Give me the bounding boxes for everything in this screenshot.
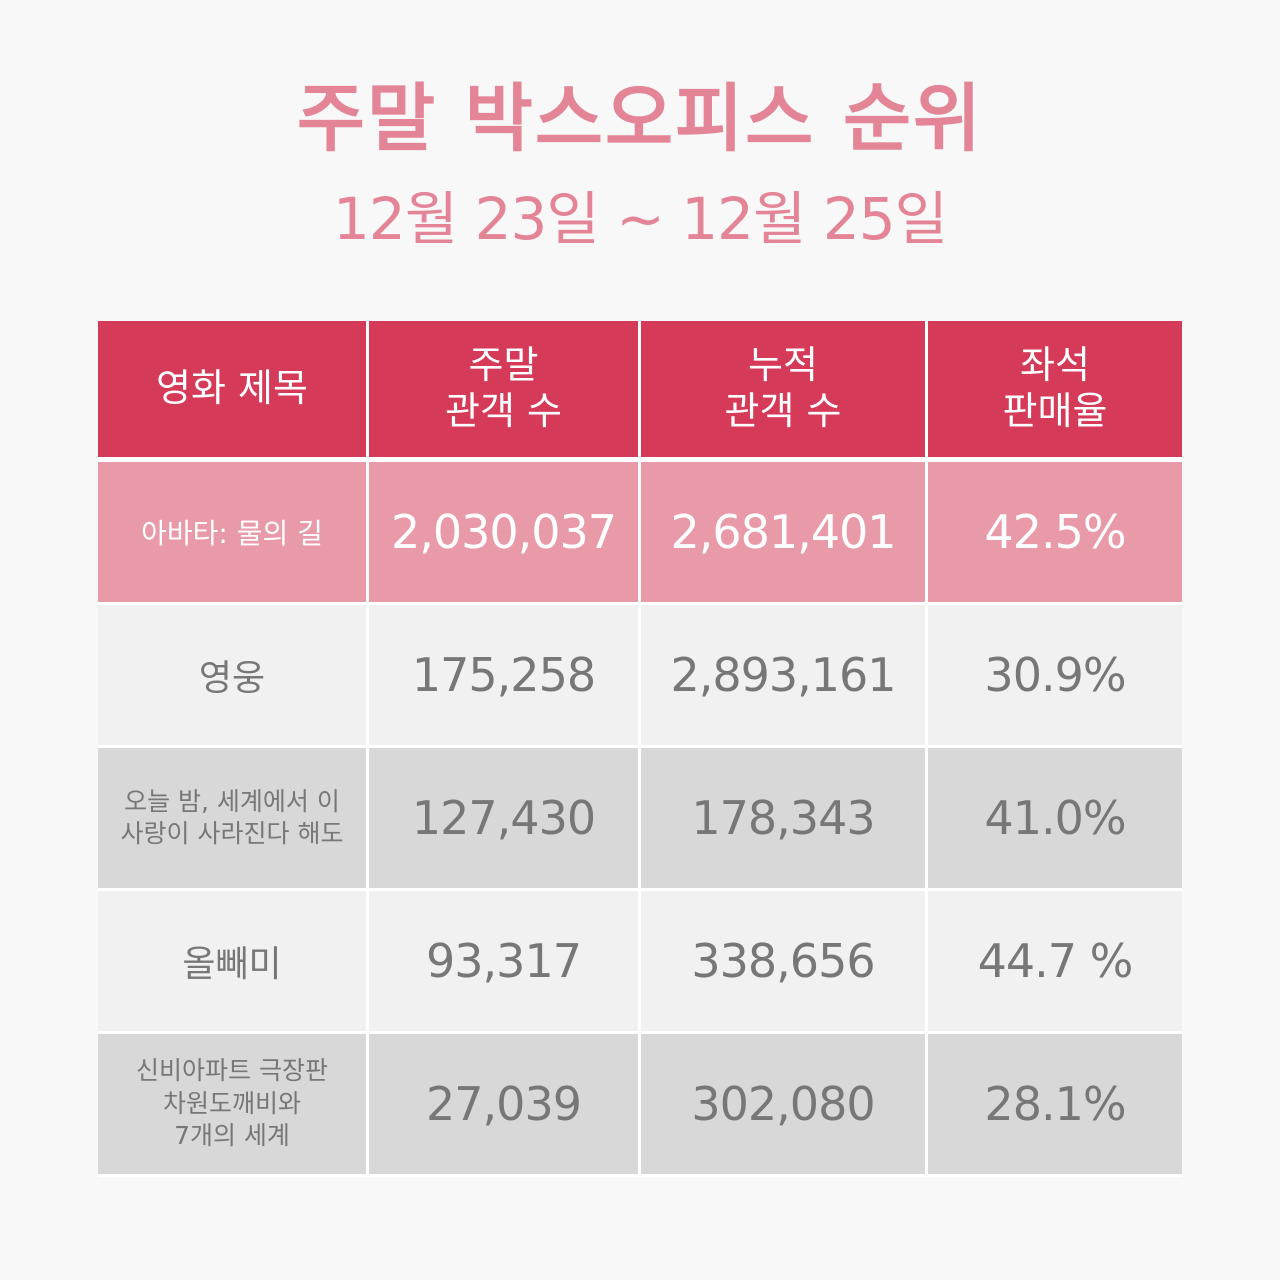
seat-rate-cell: 44.7 % <box>928 891 1182 1034</box>
header-label-line2: 관객 수 <box>445 389 562 433</box>
weekend-audience-cell: 27,039 <box>369 1034 641 1177</box>
table-row: 신비아파트 극장판 차원도깨비와 7개의 세계 27,039 302,080 2… <box>98 1034 1182 1177</box>
cumulative-audience-cell: 2,893,161 <box>641 605 928 748</box>
table-row: 오늘 밤, 세계에서 이 사랑이 사라진다 해도 127,430 178,343… <box>98 748 1182 891</box>
movie-title-cell: 영웅 <box>98 605 369 748</box>
seat-rate-cell: 30.9% <box>928 605 1182 748</box>
cumulative-audience-cell: 338,656 <box>641 891 928 1034</box>
box-office-table: 영화 제목 주말 관객 수 누적 관객 수 좌석 판매율 아바타: 물의 길 2… <box>98 321 1182 1177</box>
seat-rate-cell: 41.0% <box>928 748 1182 891</box>
movie-title-cell: 올빼미 <box>98 891 369 1034</box>
weekend-audience-cell: 93,317 <box>369 891 641 1034</box>
movie-title: 아바타: 물의 길 <box>141 517 323 550</box>
movie-title-line3: 7개의 세계 <box>174 1121 290 1151</box>
weekend-audience-cell: 127,430 <box>369 748 641 891</box>
table-row: 아바타: 물의 길 2,030,037 2,681,401 42.5% <box>98 462 1182 605</box>
movie-title-line2: 차원도깨비와 <box>162 1088 301 1118</box>
movie-title-cell: 아바타: 물의 길 <box>98 462 369 605</box>
seat-rate-cell: 42.5% <box>928 462 1182 605</box>
page-title: 주말 박스오피스 순위 <box>296 76 984 162</box>
header-weekend-audience: 주말 관객 수 <box>369 321 641 462</box>
header-cumulative-audience: 누적 관객 수 <box>641 321 928 462</box>
cumulative-audience-cell: 2,681,401 <box>641 462 928 605</box>
header-label-line1: 주말 <box>468 343 539 388</box>
header-label: 영화 제목 <box>156 366 308 411</box>
movie-title-cell: 오늘 밤, 세계에서 이 사랑이 사라진다 해도 <box>98 748 369 891</box>
weekend-audience-cell: 2,030,037 <box>369 462 641 605</box>
table-row: 올빼미 93,317 338,656 44.7 % <box>98 891 1182 1034</box>
cumulative-audience-cell: 178,343 <box>641 748 928 891</box>
date-range-subtitle: 12월 23일 ~ 12월 25일 <box>333 185 948 253</box>
table-header-row: 영화 제목 주말 관객 수 누적 관객 수 좌석 판매율 <box>98 321 1182 462</box>
movie-title: 올빼미 <box>182 944 282 985</box>
movie-title-cell: 신비아파트 극장판 차원도깨비와 7개의 세계 <box>98 1034 369 1177</box>
header-seat-sales-rate: 좌석 판매율 <box>928 321 1182 462</box>
header-label-line2: 판매율 <box>1002 389 1108 433</box>
weekend-audience-cell: 175,258 <box>369 605 641 748</box>
header-label-line1: 누적 <box>748 343 818 388</box>
movie-title: 영웅 <box>198 658 266 699</box>
movie-title-line1: 신비아파트 극장판 <box>136 1056 328 1086</box>
movie-title-line2: 사랑이 사라진다 해도 <box>120 819 344 848</box>
movie-title-line1: 오늘 밤, 세계에서 이 <box>124 786 340 816</box>
header-label-line2: 관객 수 <box>724 389 842 433</box>
seat-rate-cell: 28.1% <box>928 1034 1182 1177</box>
cumulative-audience-cell: 302,080 <box>641 1034 928 1177</box>
header-movie-title: 영화 제목 <box>98 321 369 462</box>
header-label-line1: 좌석 <box>1020 343 1090 388</box>
table-row: 영웅 175,258 2,893,161 30.9% <box>98 605 1182 748</box>
